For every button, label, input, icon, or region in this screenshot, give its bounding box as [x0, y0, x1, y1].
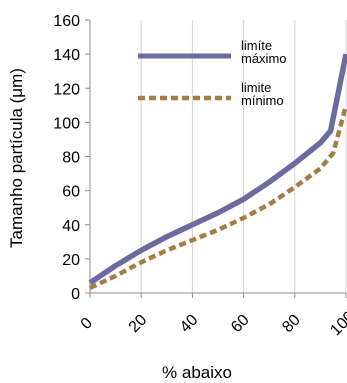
series-line-limite-maximo — [88, 53, 347, 286]
x-tick-label-80: 80 — [279, 311, 304, 336]
axes — [85, 19, 347, 298]
y-axis-title: Tamanho partícula (μm) — [7, 68, 26, 248]
legend-label-limite-maximo-2: máximo — [241, 51, 287, 66]
legend-label-limite-minimo-1: limite — [241, 80, 271, 95]
x-tick-label-20: 20 — [126, 311, 151, 336]
y-tick-label-160: 160 — [53, 13, 80, 30]
y-tick-label-120: 120 — [53, 81, 80, 98]
series-line-limite-minimo — [89, 104, 347, 290]
y-tick-label-100: 100 — [53, 115, 80, 132]
x-axis-title: % abaixo — [162, 363, 232, 382]
x-tick-label-40: 40 — [177, 311, 202, 336]
y-tick-label-20: 20 — [62, 252, 80, 269]
y-tick-label-140: 140 — [53, 47, 80, 64]
x-tick-label-60: 60 — [228, 311, 253, 336]
y-tick-label-80: 80 — [62, 150, 80, 167]
y-tick-label-40: 40 — [62, 218, 80, 235]
tick-labels: 0 20 40 60 80 100 120 140 160 0 20 40 60 80 100 — [53, 13, 347, 339]
y-tick-label-0: 0 — [71, 286, 80, 303]
legend-label-limite-maximo-1: limíte — [241, 38, 272, 53]
y-tick-label-60: 60 — [62, 184, 80, 201]
series-lines — [88, 53, 347, 290]
x-tick-label-0: 0 — [78, 315, 96, 333]
x-tick-label-100: 100 — [327, 308, 347, 339]
legend-label-limite-minimo-2: mínimo — [241, 93, 284, 108]
